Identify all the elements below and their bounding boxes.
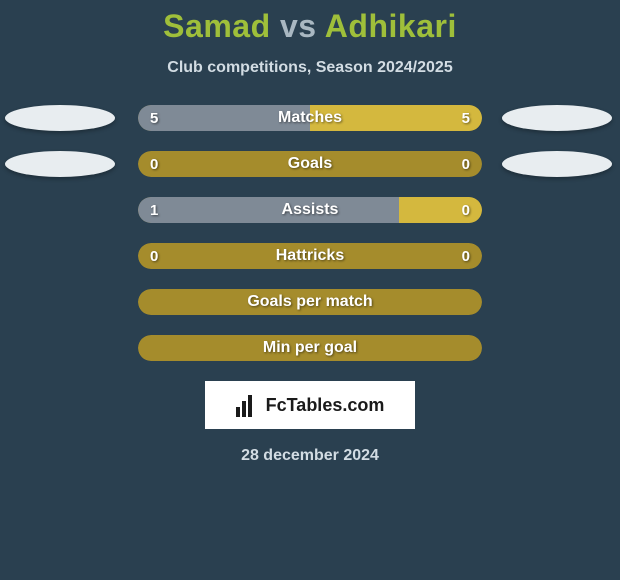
player2-name: Adhikari: [325, 8, 457, 44]
comparison-title: Samad vs Adhikari: [0, 0, 620, 45]
stat-label: Matches: [138, 105, 482, 131]
stat-label: Goals: [138, 151, 482, 177]
right-value: 0: [462, 197, 470, 223]
stat-label: Assists: [138, 197, 482, 223]
player2-badge: [502, 105, 612, 131]
fctables-logo: FcTables.com: [205, 381, 415, 429]
comparison-chart: Matches55Goals00Assists10Hattricks00Goal…: [0, 105, 620, 361]
player2-badge: [502, 151, 612, 177]
stat-label: Hattricks: [138, 243, 482, 269]
right-value: 0: [462, 151, 470, 177]
logo-text: FcTables.com: [266, 395, 385, 416]
stat-bar: Hattricks: [138, 243, 482, 269]
stat-bar: Assists: [138, 197, 482, 223]
left-value: 0: [150, 151, 158, 177]
vs-label: vs: [280, 8, 317, 44]
stat-row: Hattricks0 0: [0, 243, 620, 269]
stat-label: Min per goal: [138, 335, 482, 361]
stat-row: Min per goal: [0, 335, 620, 361]
player1-badge: [5, 105, 115, 131]
stat-bar: Matches: [138, 105, 482, 131]
player1-badge: [5, 151, 115, 177]
bar-chart-icon: [236, 393, 260, 417]
stat-bar: Min per goal: [138, 335, 482, 361]
stat-label: Goals per match: [138, 289, 482, 315]
subtitle: Club competitions, Season 2024/2025: [0, 59, 620, 77]
left-value: 1: [150, 197, 158, 223]
left-value: 0: [150, 243, 158, 269]
right-value: 5: [462, 105, 470, 131]
player1-name: Samad: [163, 8, 270, 44]
stat-row: Goals0 0: [0, 151, 620, 177]
date-label: 28 december 2024: [0, 447, 620, 465]
stat-row: Goals per match: [0, 289, 620, 315]
stat-bar: Goals per match: [138, 289, 482, 315]
stat-row: Assists1 0: [0, 197, 620, 223]
right-value: 0: [462, 243, 470, 269]
left-value: 5: [150, 105, 158, 131]
stat-row: Matches5 5: [0, 105, 620, 131]
stat-bar: Goals: [138, 151, 482, 177]
